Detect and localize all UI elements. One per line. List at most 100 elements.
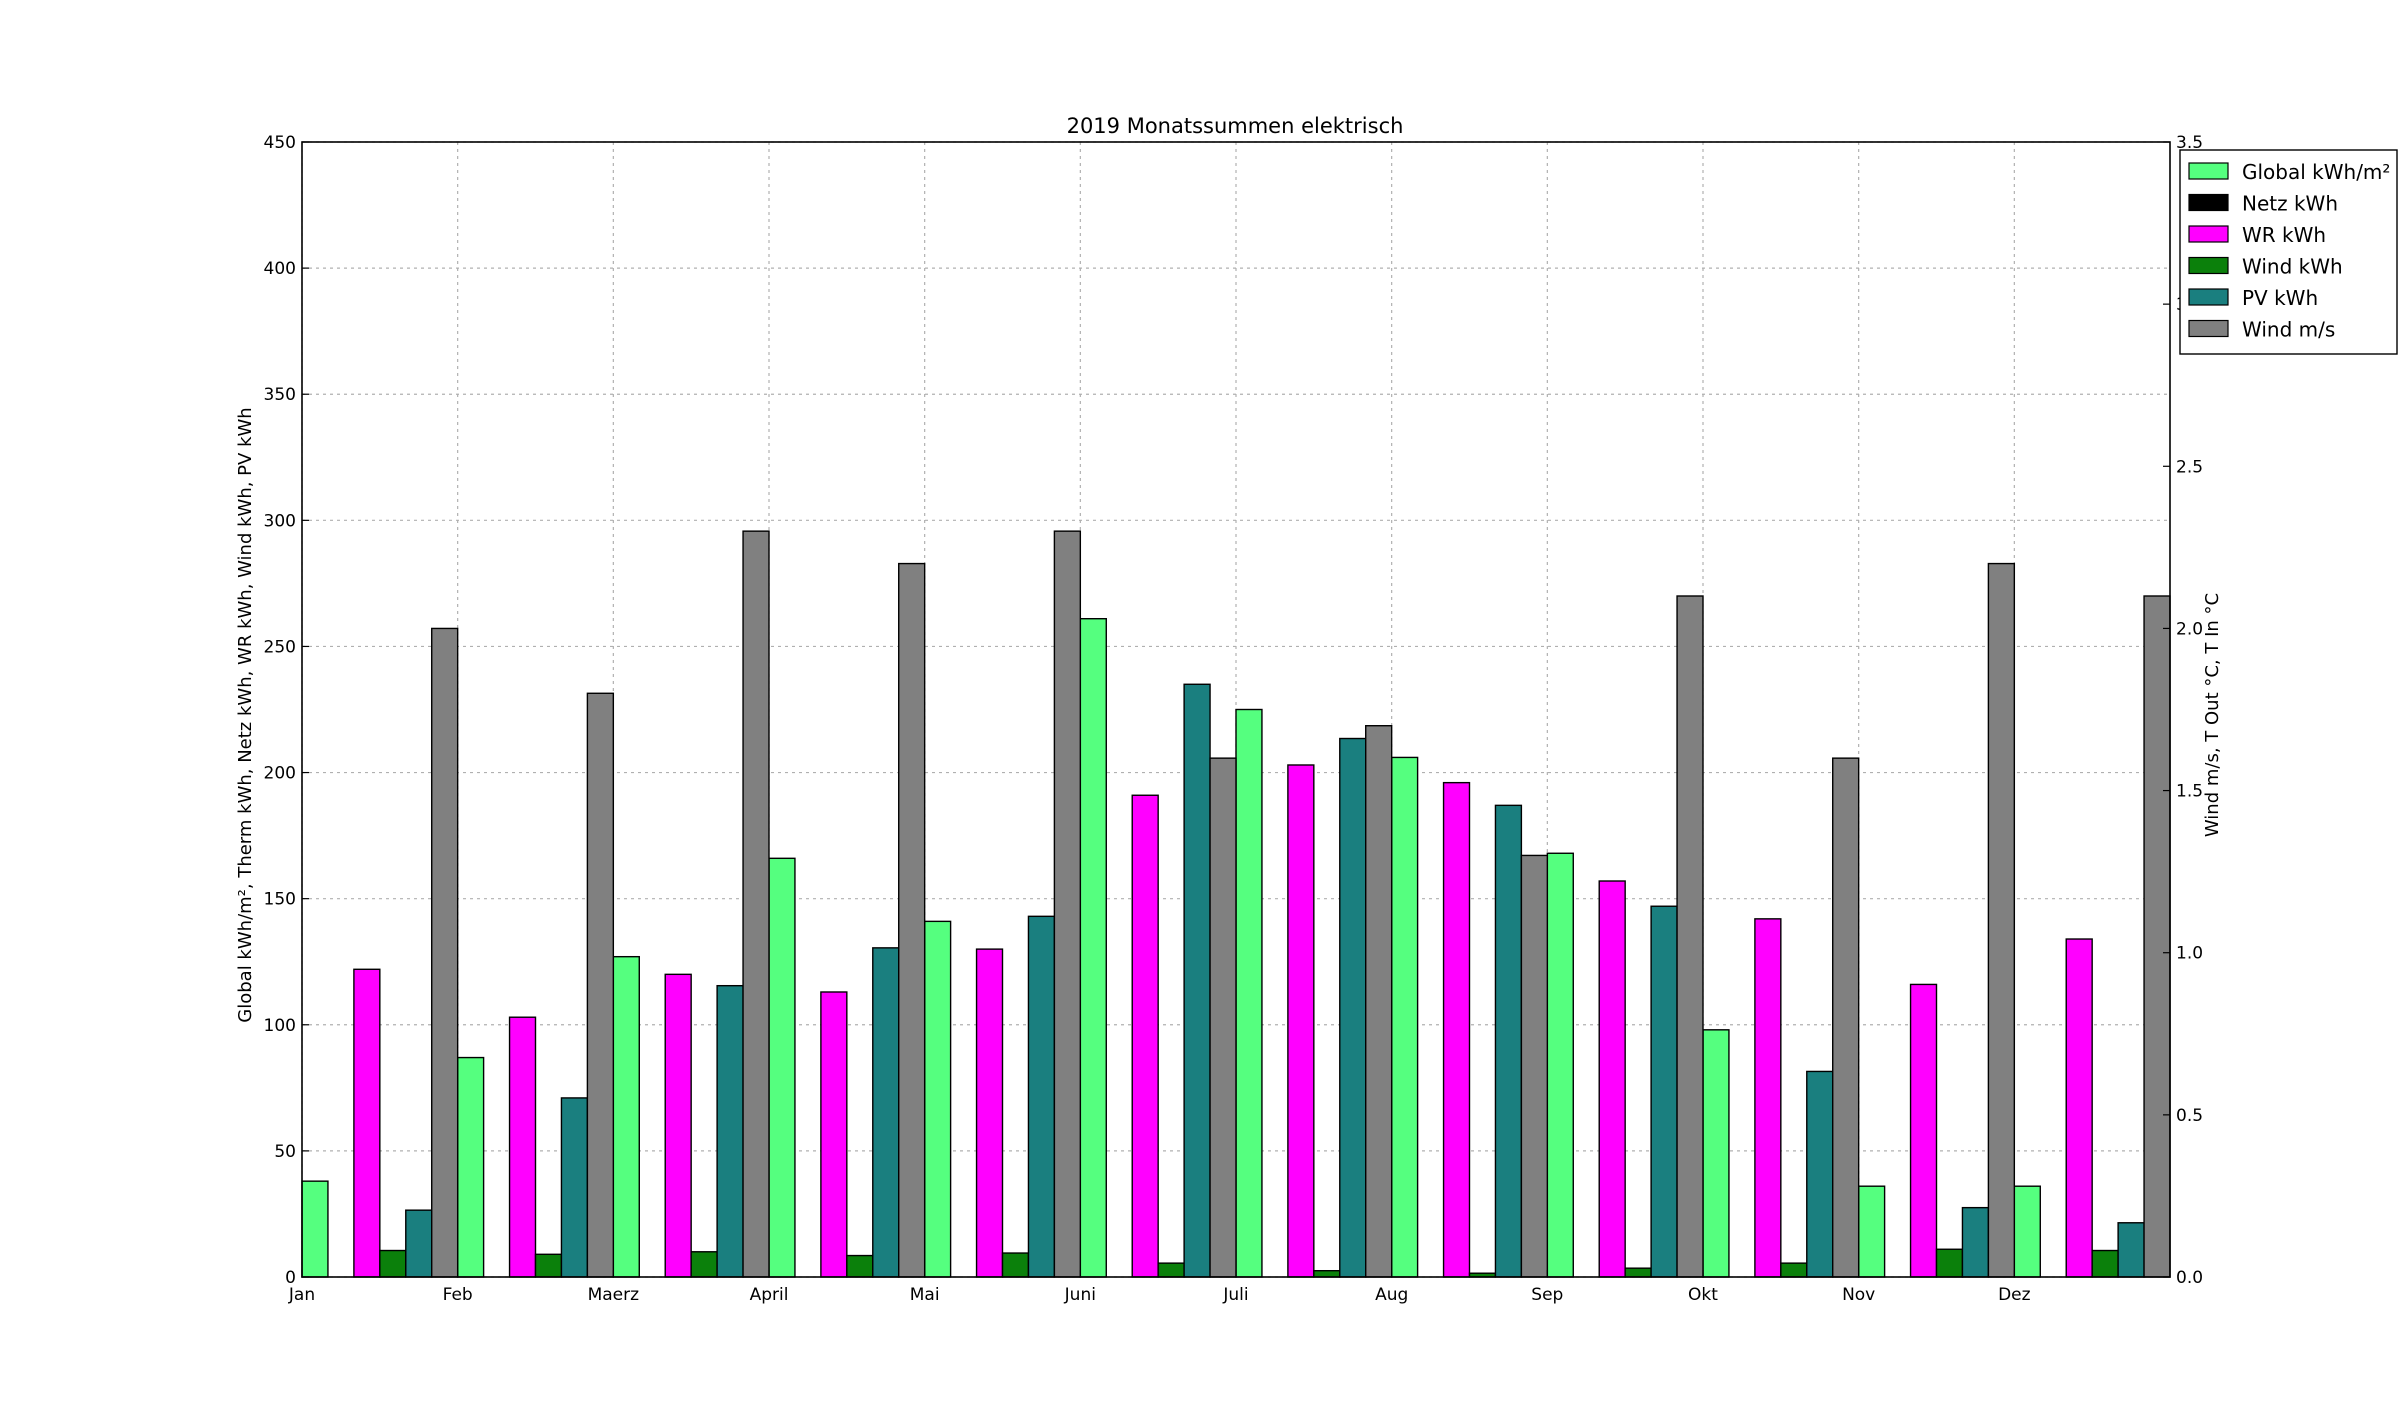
bar-2-9 bbox=[1754, 918, 1782, 1278]
y-left-tick-label: 300 bbox=[264, 511, 296, 531]
bar-4-6 bbox=[1339, 737, 1367, 1278]
bar-5-7 bbox=[1520, 854, 1549, 1278]
y-right-tick-label: 3.5 bbox=[2176, 133, 2203, 153]
legend-swatch bbox=[2188, 319, 2229, 338]
bar-5-0 bbox=[431, 627, 459, 1278]
bar-4-5 bbox=[1183, 683, 1211, 1278]
bar-2-8 bbox=[1598, 880, 1626, 1278]
x-tick-label: Mai bbox=[910, 1285, 940, 1305]
x-tick-label: Juni bbox=[1064, 1285, 1096, 1305]
y-left-tick-label: 250 bbox=[264, 637, 296, 657]
bar-0-8 bbox=[1546, 852, 1574, 1278]
bar-3-1 bbox=[534, 1253, 563, 1278]
y-left-tick-label: 450 bbox=[264, 133, 296, 153]
bar-4-4 bbox=[1027, 915, 1056, 1278]
bar-3-2 bbox=[690, 1251, 718, 1278]
y-left-tick-label: 50 bbox=[274, 1142, 296, 1162]
y-left-tick-label: 200 bbox=[264, 764, 296, 784]
y-right-tick-label: 0.0 bbox=[2176, 1268, 2203, 1288]
x-tick-label: Aug bbox=[1375, 1285, 1408, 1305]
bar-4-7 bbox=[1494, 804, 1523, 1278]
bar-3-0 bbox=[379, 1249, 407, 1278]
bar-4-0 bbox=[405, 1209, 433, 1278]
bar-3-5 bbox=[1157, 1262, 1185, 1278]
bar-2-10 bbox=[1909, 983, 1938, 1278]
bar-5-9 bbox=[1832, 757, 1860, 1278]
bar-3-6 bbox=[1313, 1269, 1341, 1278]
bar-0-7 bbox=[1390, 756, 1419, 1278]
x-tick-label: Nov bbox=[1842, 1285, 1875, 1305]
x-tick-label: Dez bbox=[1998, 1285, 2031, 1305]
bar-3-9 bbox=[1780, 1262, 1808, 1278]
bar-5-8 bbox=[1676, 595, 1704, 1278]
bar-0-4 bbox=[923, 920, 952, 1278]
y-axis-right-label: Wind m/s, T Out °C, T In °C bbox=[2202, 593, 2223, 837]
bar-0-6 bbox=[1235, 708, 1263, 1278]
y-right-tick-label: 1.5 bbox=[2176, 782, 2203, 802]
y-axis-left-label: Global kWh/m², Therm kWh, Netz kWh, WR k… bbox=[235, 407, 256, 1022]
bar-0-10 bbox=[1857, 1185, 1886, 1278]
x-tick-label: Juli bbox=[1222, 1285, 1248, 1305]
legend-label: Wind m/s bbox=[2242, 318, 2335, 342]
bar-5-2 bbox=[742, 530, 770, 1278]
y-right-tick-label: 1.0 bbox=[2176, 944, 2203, 964]
bar-4-2 bbox=[716, 984, 744, 1278]
bar-0-1 bbox=[456, 1056, 485, 1278]
bar-3-8 bbox=[1624, 1267, 1652, 1278]
bar-0-0 bbox=[301, 1180, 329, 1278]
bar-5-5 bbox=[1209, 757, 1237, 1278]
x-tick-label: Feb bbox=[443, 1285, 473, 1305]
bar-2-3 bbox=[820, 991, 848, 1278]
legend-label: Netz kWh bbox=[2242, 192, 2338, 216]
bar-0-3 bbox=[768, 857, 796, 1278]
bar-2-2 bbox=[664, 973, 692, 1278]
y-right-tick-label: 2.0 bbox=[2176, 619, 2203, 639]
bar-2-11 bbox=[2065, 938, 2093, 1278]
y-left-tick-label: 350 bbox=[264, 385, 296, 405]
bar-3-4 bbox=[1001, 1252, 1030, 1278]
y-right-tick-label: 0.5 bbox=[2176, 1106, 2203, 1126]
x-tick-label: Okt bbox=[1688, 1285, 1718, 1305]
legend-swatch bbox=[2188, 225, 2229, 243]
bar-4-1 bbox=[560, 1097, 589, 1278]
legend-swatch bbox=[2188, 288, 2229, 306]
bar-0-5 bbox=[1079, 618, 1107, 1278]
legend: Global kWh/m² Netz kWh WR kWh Wind kWh PV kW… bbox=[2179, 149, 2398, 355]
legend-swatch bbox=[2188, 193, 2229, 212]
chart-title: 2019 Monatssummen elektrisch bbox=[1067, 114, 1404, 138]
bar-5-6 bbox=[1365, 725, 1393, 1278]
x-tick-label: Maerz bbox=[588, 1285, 640, 1305]
bar-2-1 bbox=[508, 1016, 537, 1278]
legend-label: Wind kWh bbox=[2242, 255, 2343, 279]
y-left-tick-label: 400 bbox=[264, 259, 296, 279]
x-tick-label: Jan bbox=[288, 1285, 315, 1305]
legend-swatch bbox=[2188, 162, 2229, 180]
bar-3-10 bbox=[1935, 1248, 1964, 1278]
bar-5-3 bbox=[898, 562, 926, 1278]
x-tick-label: Sep bbox=[1531, 1285, 1563, 1305]
bar-0-11 bbox=[2013, 1185, 2041, 1278]
legend-swatch bbox=[2188, 256, 2229, 275]
bar-4-11 bbox=[2117, 1222, 2145, 1278]
bar-5-1 bbox=[586, 692, 615, 1278]
y-right-tick-label: 2.5 bbox=[2176, 457, 2203, 477]
x-tick-label: April bbox=[750, 1285, 789, 1305]
bar-5-11 bbox=[2143, 595, 2171, 1278]
x-axis-ticks: Jan Feb Maerz April Mai Juni Juli Aug Sep Okt Nov D… bbox=[288, 1270, 2031, 1305]
bar-4-9 bbox=[1806, 1070, 1834, 1278]
y-axis-left-ticks: 0 50 100 150 200 250 300 350 400 450 bbox=[264, 133, 309, 1288]
bar-4-3 bbox=[872, 947, 900, 1278]
legend-label: Global kWh/m² bbox=[2242, 160, 2390, 184]
bar-4-10 bbox=[1961, 1206, 1990, 1278]
bars bbox=[301, 530, 2171, 1278]
bar-2-0 bbox=[353, 968, 381, 1278]
bar-2-6 bbox=[1287, 764, 1315, 1278]
legend-label: WR kWh bbox=[2242, 223, 2326, 247]
bar-0-9 bbox=[1702, 1029, 1730, 1278]
bar-2-4 bbox=[975, 948, 1004, 1278]
bar-5-10 bbox=[1987, 562, 2016, 1278]
y-left-tick-label: 0 bbox=[285, 1268, 296, 1288]
bar-0-2 bbox=[612, 955, 640, 1278]
legend-label: PV kWh bbox=[2242, 286, 2318, 310]
